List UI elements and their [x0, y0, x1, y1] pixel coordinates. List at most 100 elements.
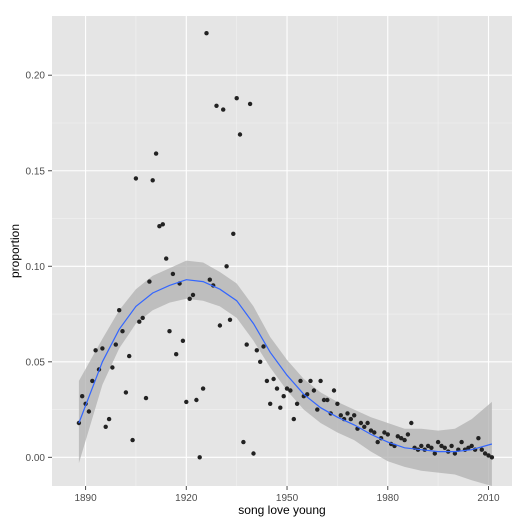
data-point: [338, 413, 343, 418]
data-point: [117, 308, 122, 313]
data-point: [100, 346, 105, 351]
x-tick-label: 1950: [276, 493, 299, 504]
data-point: [281, 394, 286, 399]
data-point: [449, 443, 454, 449]
data-point: [325, 397, 330, 403]
data-point: [489, 455, 495, 460]
y-axis-ticks: 0.00 0.05 0.10 0.15 0.20: [26, 71, 52, 464]
data-point: [241, 439, 246, 445]
data-point: [103, 424, 108, 429]
data-point: [190, 292, 196, 298]
data-point: [372, 430, 377, 435]
data-point: [274, 386, 280, 391]
data-point: [459, 439, 464, 445]
data-point: [217, 323, 223, 328]
data-point: [482, 451, 488, 456]
data-point: [476, 436, 481, 441]
data-point: [120, 329, 125, 334]
data-point: [425, 443, 431, 449]
data-point: [268, 401, 273, 406]
data-point: [127, 353, 132, 359]
data-point: [439, 443, 444, 449]
y-tick-label: 0.05: [26, 357, 46, 368]
data-point: [479, 447, 484, 452]
data-point: [224, 264, 229, 269]
data-point: [123, 390, 129, 395]
data-point: [157, 224, 162, 229]
data-point: [174, 352, 179, 357]
data-point: [362, 424, 367, 429]
x-tick-label: 1980: [377, 493, 400, 504]
x-tick-label: 1890: [74, 493, 97, 504]
data-point: [93, 348, 98, 353]
data-point: [184, 399, 189, 405]
data-point: [261, 344, 266, 349]
data-point: [452, 451, 458, 456]
data-point: [254, 348, 259, 353]
data-point: [442, 445, 447, 450]
data-point: [486, 453, 491, 458]
data-point: [288, 388, 293, 393]
data-point: [345, 411, 350, 416]
data-point: [113, 342, 119, 347]
data-point: [231, 231, 236, 236]
data-point: [385, 432, 390, 437]
data-point: [130, 437, 135, 443]
data-point: [365, 420, 370, 426]
data-point: [221, 107, 226, 112]
data-point: [204, 31, 209, 36]
data-point: [80, 394, 85, 399]
data-point: [86, 409, 92, 414]
data-point: [247, 101, 253, 107]
data-point: [399, 436, 404, 441]
data-point: [264, 378, 270, 384]
data-point: [402, 437, 407, 443]
data-point: [133, 176, 139, 181]
data-point: [227, 317, 233, 322]
data-point: [315, 407, 320, 412]
data-point: [284, 386, 290, 391]
data-point: [429, 445, 434, 450]
data-point: [258, 359, 263, 364]
data-point: [358, 420, 364, 426]
data-point: [147, 279, 152, 284]
data-point: [278, 405, 283, 410]
data-point: [180, 338, 186, 343]
data-point: [348, 416, 353, 422]
data-point: [237, 132, 243, 137]
data-point: [294, 401, 300, 406]
y-axis-title: proportion: [8, 224, 22, 278]
y-tick-label: 0.00: [26, 453, 46, 464]
data-point: [352, 413, 357, 418]
data-point: [435, 439, 441, 445]
data-point: [395, 434, 400, 439]
data-point: [160, 222, 165, 227]
data-point: [214, 103, 219, 109]
data-point: [140, 315, 145, 321]
y-tick-label: 0.10: [26, 262, 46, 273]
data-point: [271, 376, 276, 382]
data-point: [368, 428, 374, 433]
data-point: [137, 319, 142, 324]
data-point: [321, 397, 327, 403]
data-point: [308, 378, 313, 384]
data-point: [244, 342, 249, 347]
data-point: [143, 395, 149, 401]
data-point: [251, 451, 256, 456]
data-point: [311, 388, 317, 393]
data-point: [153, 151, 159, 156]
plot-panel: [52, 16, 512, 486]
data-point: [170, 271, 176, 277]
data-point: [291, 416, 296, 422]
x-axis-ticks: 1890 1920 1950 1980 2010: [74, 486, 500, 504]
data-point: [432, 451, 437, 456]
data-point: [207, 277, 212, 282]
data-point: [197, 455, 202, 460]
data-point: [200, 386, 206, 391]
x-tick-label: 2010: [477, 493, 500, 504]
smooth-line-layer: [78, 279, 493, 453]
data-point: [466, 445, 471, 450]
y-tick-label: 0.15: [26, 166, 46, 177]
x-axis-title: song love young: [238, 503, 325, 517]
y-tick-label: 0.20: [26, 71, 46, 82]
